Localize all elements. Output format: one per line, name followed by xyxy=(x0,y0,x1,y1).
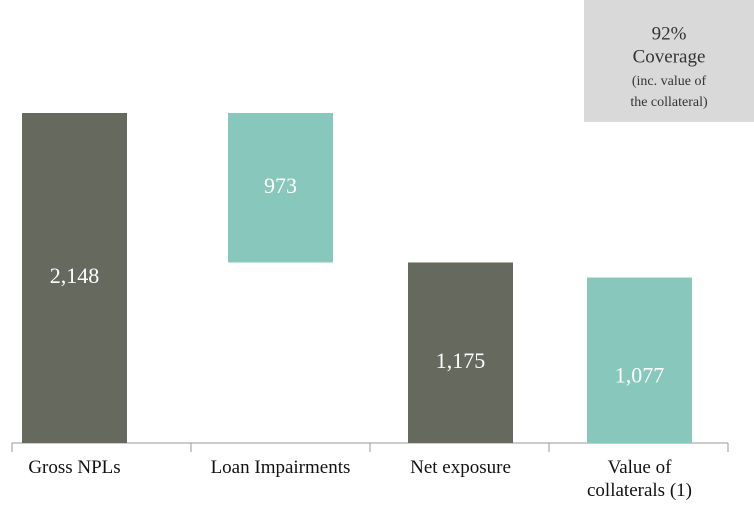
value-label: 1,175 xyxy=(436,348,486,373)
category-label: Loan Impairments xyxy=(210,457,351,478)
value-label: 2,148 xyxy=(50,263,100,288)
annotation-box xyxy=(584,0,754,122)
category-label: Gross NPLs xyxy=(28,457,121,478)
annotation-line: the collateral) xyxy=(630,95,708,110)
value-label: 1,077 xyxy=(615,362,665,387)
bar xyxy=(22,113,127,443)
annotation-line: Coverage xyxy=(633,46,706,67)
bar xyxy=(408,262,513,443)
bar xyxy=(228,113,333,263)
annotation-line: (inc. value of xyxy=(632,74,707,89)
annotation-line: 92% xyxy=(652,23,687,44)
category-label: Net exposure xyxy=(410,457,511,478)
category-label: Value of collaterals (1) xyxy=(587,457,692,501)
bar xyxy=(587,277,692,443)
value-label: 973 xyxy=(264,173,297,198)
